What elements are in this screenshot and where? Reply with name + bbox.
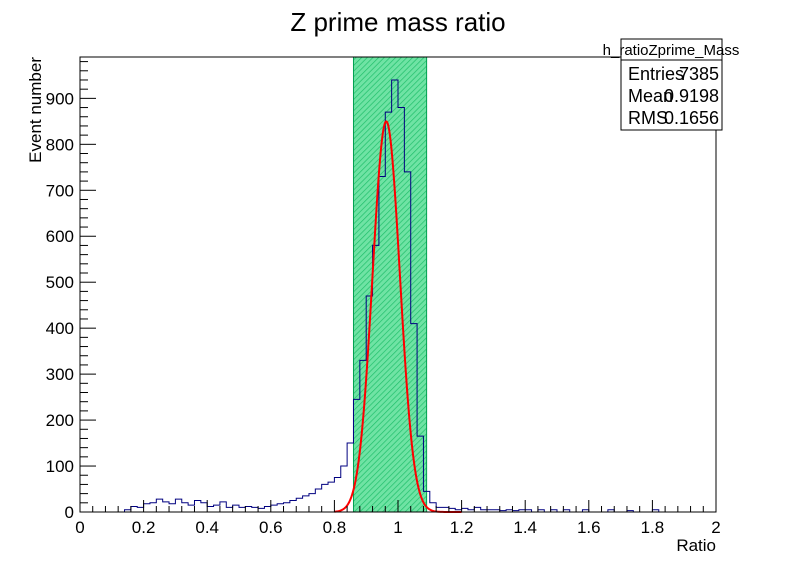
y-tick-label: 400 — [46, 319, 74, 338]
histogram-bin — [315, 489, 321, 512]
x-axis-label: Ratio — [676, 536, 716, 555]
stats-entries-label: Entries — [628, 64, 684, 84]
stats-mean-value: 0.9198 — [664, 86, 719, 106]
histogram-bin — [131, 506, 137, 512]
x-tick-label: 0 — [75, 518, 84, 537]
stats-title: h_ratioZprime_Mass — [603, 42, 740, 59]
histogram-bin — [277, 504, 283, 512]
histogram-bin — [245, 506, 251, 512]
histogram-bin — [175, 499, 181, 512]
histogram-bin — [182, 503, 188, 512]
histogram-bin — [207, 506, 213, 512]
histogram-bin — [188, 505, 194, 512]
y-tick-label: 700 — [46, 181, 74, 200]
histogram-bin — [150, 503, 156, 512]
histogram-bin — [163, 502, 169, 512]
histogram-bin — [156, 499, 162, 512]
x-tick-label: 1.6 — [577, 518, 601, 537]
histogram-bin — [309, 494, 315, 512]
stats-entries-value: 7385 — [679, 64, 719, 84]
selection-band-layer — [352, 56, 428, 513]
histogram-bin — [296, 498, 302, 512]
y-tick-label: 500 — [46, 273, 74, 292]
y-tick-label: 600 — [46, 227, 74, 246]
axis-ticks: 0 0.2 0.4 0.6 0.8 1 1.2 1.4 1.6 1.8 2 0 100 200 300 400… — [46, 61, 721, 537]
histogram-bin — [328, 482, 334, 512]
histogram-bin — [194, 501, 200, 512]
stats-rms-value: 0.1656 — [664, 108, 719, 128]
histogram-bin — [233, 505, 239, 512]
histogram-bin — [264, 506, 270, 512]
x-tick-label: 0.4 — [195, 518, 219, 537]
histogram-bin — [201, 503, 207, 512]
x-tick-label: 0.6 — [259, 518, 283, 537]
x-tick-label: 1 — [393, 518, 402, 537]
histogram-bin — [303, 496, 309, 512]
y-tick-label: 100 — [46, 457, 74, 476]
x-tick-label: 1.8 — [641, 518, 665, 537]
y-tick-label: 900 — [46, 89, 74, 108]
histogram-bin — [474, 507, 480, 512]
histogram-bin — [290, 501, 296, 512]
y-tick-label: 800 — [46, 135, 74, 154]
y-tick-label: 300 — [46, 365, 74, 384]
stats-box-frame — [620, 38, 723, 131]
histogram-bin — [169, 504, 175, 512]
y-axis-label: Event number — [26, 57, 45, 163]
chart-title: Z prime mass ratio — [290, 7, 505, 37]
histogram-bin — [214, 505, 220, 512]
y-tick-label: 0 — [65, 503, 74, 522]
histogram-bin — [144, 504, 150, 512]
stats-rms-label: RMS — [628, 108, 668, 128]
x-tick-label: 1.2 — [450, 518, 474, 537]
histogram-bin — [137, 507, 143, 512]
selection-band — [352, 56, 428, 513]
histogram-bin — [284, 503, 290, 512]
histogram-bin — [258, 508, 264, 512]
stats-mean-label: Mean — [628, 86, 673, 106]
x-tick-label: 1.4 — [513, 518, 537, 537]
histogram-bin — [462, 508, 468, 512]
histogram-bin — [226, 507, 232, 512]
histogram-bin — [334, 478, 340, 512]
stats-box: h_ratioZprime_Mass Entries 7385 Mean 0.9… — [603, 38, 740, 131]
x-tick-label: 0.8 — [323, 518, 347, 537]
histogram-bin — [271, 505, 277, 512]
histogram-bin — [322, 484, 328, 512]
histogram-bin — [252, 507, 258, 512]
histogram-bin — [220, 502, 226, 512]
y-tick-label: 200 — [46, 411, 74, 430]
x-tick-label: 2 — [711, 518, 720, 537]
x-tick-label: 0.2 — [132, 518, 156, 537]
histogram-bin — [239, 507, 245, 512]
